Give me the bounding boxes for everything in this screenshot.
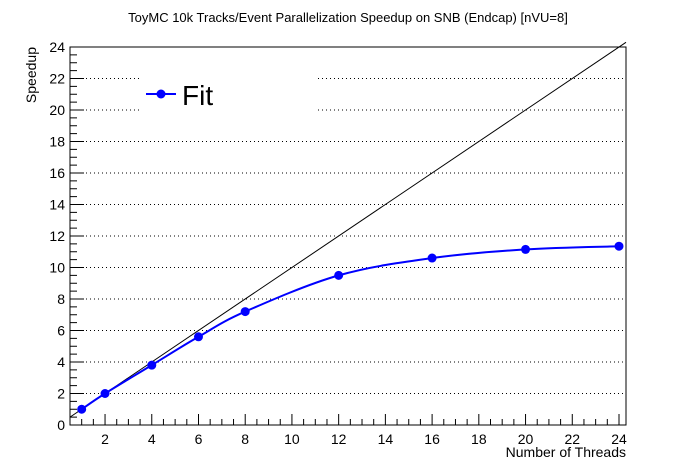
axes [69,46,627,426]
x-tick-label: 8 [241,431,249,447]
data-point [77,404,87,414]
x-tick-label: 18 [471,431,487,447]
x-axis-title: Number of Threads [506,444,626,460]
chart-title: ToyMC 10k Tracks/Event Parallelization S… [128,10,568,25]
y-tick-label: 8 [57,291,65,307]
y-tick-label: 24 [49,39,65,55]
y-tick-label: 14 [49,197,65,213]
ideal-speedup-line [69,41,627,418]
x-tick-label: 20 [518,431,534,447]
y-tick-label: 12 [49,228,65,244]
data-point [100,389,110,398]
y-tick-label: 10 [49,260,65,276]
x-tick-label: 14 [378,431,394,447]
series-group [77,241,624,414]
y-tick-label: 0 [57,417,65,433]
y-tick-label: 16 [49,165,65,181]
y-tick-label: 2 [57,386,65,402]
data-point [147,360,157,370]
data-point [614,241,624,251]
x-tick-label: 4 [148,431,156,447]
x-tick-label: 2 [101,431,109,447]
x-tick-label: 22 [564,431,580,447]
x-tick-label: 12 [331,431,347,447]
y-tick-label: 6 [57,323,65,339]
series-line-0 [81,245,620,411]
y-axis-title: Speedup [23,47,39,103]
x-tick-label: 24 [611,431,627,447]
y-tick-label: 18 [49,134,65,150]
legend-box [140,68,315,113]
x-tick-label: 10 [284,431,300,447]
legend-label-fit: Fit [182,80,213,111]
data-point [334,270,344,280]
legend: Fit [140,68,315,113]
data-point [521,244,531,254]
y-tick-label: 22 [49,71,65,87]
data-point [193,332,203,342]
grid-lines [70,78,626,394]
y-tick-label: 20 [49,102,65,118]
x-tick-label: 6 [195,431,203,447]
reference-line-group [69,41,627,418]
y-tick-label: 4 [57,354,65,370]
legend-marker [156,89,166,99]
data-point [240,307,250,317]
data-point [427,253,437,263]
x-tick-label: 16 [424,431,440,447]
